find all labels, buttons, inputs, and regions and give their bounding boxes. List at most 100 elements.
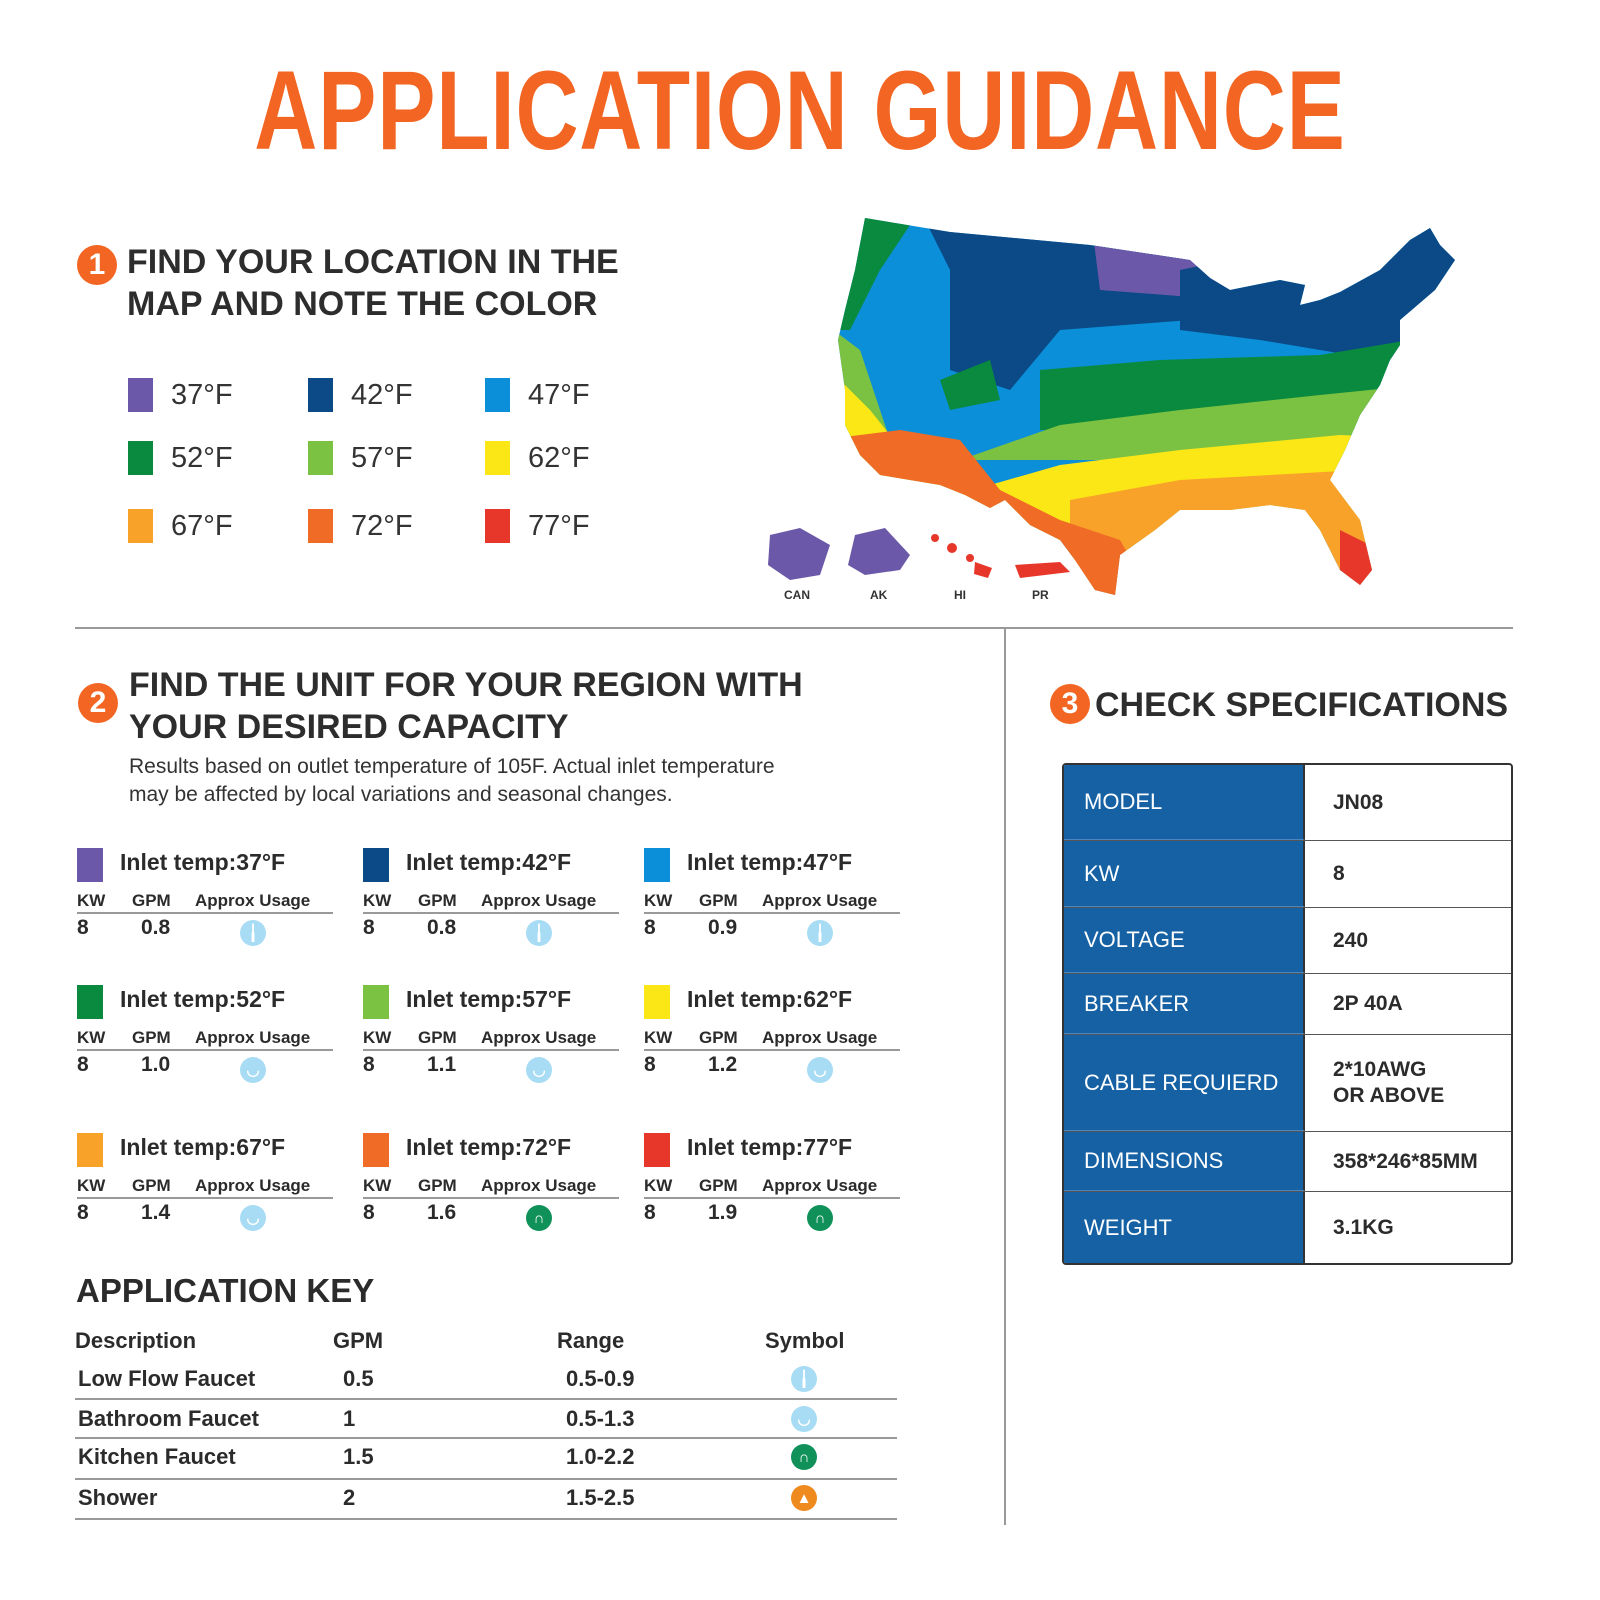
- kitchen-faucet-icon: ∩: [791, 1444, 817, 1470]
- divider: [75, 627, 1513, 629]
- spec-value: 2P 40A: [1333, 992, 1403, 1015]
- spec-label: DIMENSIONS: [1064, 1132, 1305, 1191]
- unit-title: Inlet temp:37°F: [120, 849, 286, 875]
- gpm-value: 1.9: [708, 1201, 738, 1224]
- unit-title: Inlet temp:77°F: [687, 1134, 853, 1160]
- legend-swatch: [308, 378, 333, 412]
- low-flow-faucet-icon: ╽: [240, 920, 266, 946]
- color-swatch: [644, 848, 670, 882]
- spec-value: 8: [1333, 862, 1345, 885]
- row-divider: [75, 1478, 897, 1480]
- key-gpm: 1: [343, 1406, 356, 1431]
- key-range: 1.0-2.2: [566, 1444, 635, 1469]
- key-header: Description: [75, 1328, 197, 1353]
- legend-swatch: [128, 441, 153, 475]
- heading-line: MAP AND NOTE THE COLOR: [127, 285, 598, 323]
- gpm-header: GPM: [418, 891, 457, 910]
- color-swatch: [77, 985, 103, 1019]
- map-label-hi: HI: [954, 588, 966, 602]
- low-flow-faucet-icon: ╽: [526, 920, 552, 946]
- kitchen-faucet-icon: ∩: [807, 1205, 833, 1231]
- gpm-header: GPM: [132, 891, 171, 910]
- usage-header: Approx Usage: [481, 891, 597, 910]
- row-divider: [75, 1437, 897, 1439]
- spec-value: 358*246*85MM: [1333, 1149, 1478, 1173]
- gpm-value: 1.4: [141, 1201, 171, 1224]
- key-header: Range: [557, 1328, 625, 1353]
- key-gpm: 2: [343, 1485, 356, 1510]
- color-swatch: [77, 848, 103, 882]
- usage-header: Approx Usage: [481, 1028, 597, 1047]
- gpm-header: GPM: [699, 1028, 738, 1047]
- page-title: APPLICATION GUIDANCE: [254, 48, 1346, 173]
- spec-value: JN08: [1333, 790, 1384, 814]
- kw-value: 8: [363, 916, 375, 939]
- usage-header: Approx Usage: [762, 1028, 878, 1047]
- gpm-value: 0.8: [141, 916, 171, 939]
- legend-label: 62°F: [528, 442, 590, 474]
- kw-header: KW: [77, 1176, 106, 1195]
- divider: [77, 912, 333, 914]
- unit-title: Inlet temp:62°F: [687, 986, 853, 1012]
- us-temperature-map: CAN AK HI PR: [768, 218, 1455, 602]
- legend-label: 42°F: [351, 379, 413, 411]
- legend-swatch: [308, 441, 333, 475]
- usage-header: Approx Usage: [762, 1176, 878, 1195]
- spec-row: CABLE REQUIERD 2*10AWG OR ABOVE: [1064, 1035, 1511, 1132]
- bathroom-faucet-icon: ◡: [807, 1057, 833, 1083]
- unit-block: Inlet temp:47°F KW GPM Approx Usage 8 0.9 ╽: [644, 848, 900, 958]
- specifications-table: MODEL JN08 KW 8 VOLTAGE 240 BREAKER 2P 40A CABLE…: [1062, 763, 1513, 1265]
- spec-label: VOLTAGE: [1064, 908, 1305, 973]
- spec-value: 3.1KG: [1333, 1216, 1394, 1239]
- gpm-value: 1.1: [427, 1053, 457, 1076]
- row-divider: [75, 1398, 897, 1400]
- unit-title: Inlet temp:72°F: [406, 1134, 572, 1160]
- kw-header: KW: [644, 891, 673, 910]
- spec-label: WEIGHT: [1064, 1192, 1305, 1263]
- color-swatch: [363, 1133, 389, 1167]
- map-label-can: CAN: [784, 588, 810, 602]
- key-description: Shower: [78, 1485, 158, 1510]
- spec-row: KW 8: [1064, 841, 1511, 908]
- kw-value: 8: [363, 1201, 375, 1224]
- bathroom-faucet-icon: ◡: [526, 1057, 552, 1083]
- kw-value: 8: [77, 1201, 89, 1224]
- key-gpm: 1.5: [343, 1444, 374, 1469]
- unit-title: Inlet temp:57°F: [406, 986, 572, 1012]
- spec-label: KW: [1064, 841, 1305, 907]
- unit-block: Inlet temp:67°F KW GPM Approx Usage 8 1.4 ◡: [77, 1133, 333, 1243]
- key-description: Bathroom Faucet: [78, 1406, 259, 1431]
- step-3-heading: CHECK SPECIFICATIONS: [1095, 686, 1509, 724]
- kitchen-faucet-icon: ∩: [526, 1205, 552, 1231]
- color-swatch: [363, 848, 389, 882]
- divider: [644, 912, 900, 914]
- step-3-badge: 3: [1050, 684, 1090, 724]
- kw-header: KW: [363, 1028, 392, 1047]
- gpm-value: 1.6: [427, 1201, 457, 1224]
- unit-block: Inlet temp:52°F KW GPM Approx Usage 8 1.0 ◡: [77, 985, 333, 1095]
- kw-value: 8: [644, 1201, 656, 1224]
- row-divider: [75, 1518, 897, 1520]
- note-line: Results based on outlet temperature of 1…: [129, 755, 775, 778]
- divider: [644, 1197, 900, 1199]
- divider: [1004, 628, 1006, 1525]
- legend-label: 67°F: [171, 510, 233, 542]
- legend-label: 37°F: [171, 379, 233, 411]
- key-range: 0.5-0.9: [566, 1366, 635, 1391]
- spec-value: 2*10AWG OR ABOVE: [1333, 1058, 1445, 1107]
- key-header: GPM: [333, 1328, 384, 1353]
- usage-header: Approx Usage: [195, 1176, 311, 1195]
- legend-swatch: [128, 509, 153, 543]
- step-2-badge: 2: [78, 683, 118, 723]
- heading-line: YOUR DESIRED CAPACITY: [129, 708, 569, 746]
- kw-header: KW: [77, 891, 106, 910]
- low-flow-faucet-icon: ╽: [791, 1366, 817, 1392]
- spec-label: BREAKER: [1064, 974, 1305, 1034]
- usage-header: Approx Usage: [481, 1176, 597, 1195]
- shower-icon: ▲: [791, 1485, 817, 1511]
- usage-header: Approx Usage: [195, 891, 311, 910]
- key-description: Low Flow Faucet: [78, 1366, 256, 1391]
- spec-row: DIMENSIONS 358*246*85MM: [1064, 1132, 1511, 1192]
- divider: [363, 1197, 619, 1199]
- unit-block: Inlet temp:37°F KW GPM Approx Usage 8 0.8 ╽: [77, 848, 333, 958]
